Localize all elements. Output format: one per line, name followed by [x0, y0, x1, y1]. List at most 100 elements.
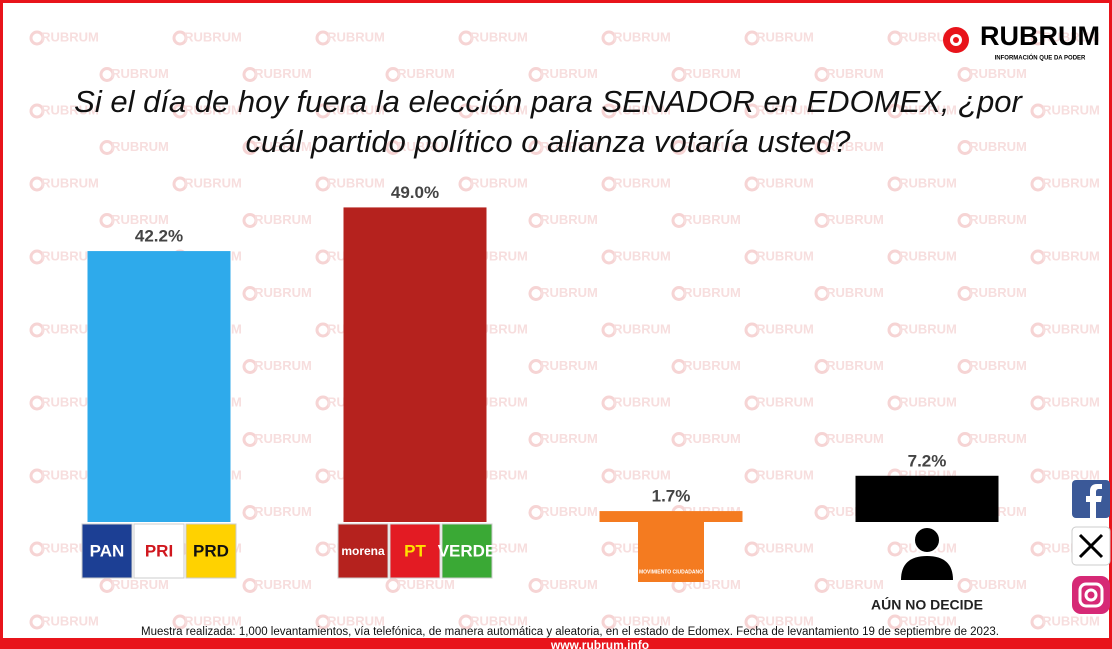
watermark-icon: [29, 395, 45, 411]
watermark: RUBRUM: [327, 29, 385, 44]
watermark-icon: [744, 103, 760, 119]
bar: [343, 207, 487, 523]
watermark: RUBRUM: [613, 321, 671, 336]
watermark-icon: [315, 395, 331, 411]
watermark-icon: [887, 249, 903, 265]
watermark: RUBRUM: [184, 102, 242, 117]
watermark-icon: [99, 140, 115, 155]
category-label: AÚN NO DECIDE: [871, 596, 983, 613]
footer-bar: [0, 638, 1112, 649]
watermark-icon: [957, 432, 973, 447]
watermark: RUBRUM: [41, 321, 99, 336]
watermark-icon: [744, 176, 760, 192]
watermark-icon: [528, 140, 544, 155]
watermark-icon: [671, 140, 687, 155]
watermark: RUBRUM: [327, 175, 385, 190]
watermark: RUBRUM: [41, 248, 99, 263]
watermark-icon: [172, 176, 188, 192]
watermark: RUBRUM: [111, 212, 169, 227]
undecided-head: [913, 526, 941, 554]
watermark: RUBRUM: [470, 175, 528, 190]
watermark: RUBRUM: [683, 212, 741, 227]
watermark-icon: [601, 614, 617, 630]
watermark-icon: [814, 140, 830, 155]
undecided-body: [901, 556, 953, 580]
watermark: RUBRUM: [683, 358, 741, 373]
watermark-icon: [814, 359, 830, 374]
watermark: RUBRUM: [327, 613, 385, 628]
watermark: RUBRUM: [470, 102, 528, 117]
logo-text: MOVIMIENTO CIUDADANO: [639, 569, 703, 575]
value-label: 49.0%: [391, 183, 439, 202]
watermark-icon: [601, 30, 617, 46]
watermark: RUBRUM: [756, 29, 814, 44]
watermark-icon: [385, 67, 401, 82]
watermark: RUBRUM: [1042, 321, 1100, 336]
logo-text: PRI: [145, 541, 173, 560]
watermark: RUBRUM: [1042, 613, 1100, 628]
watermark-icon: [528, 67, 544, 82]
watermark-icon: [744, 395, 760, 411]
watermark: RUBRUM: [756, 248, 814, 263]
watermark: RUBRUM: [254, 212, 312, 227]
logo-box: [337, 523, 389, 579]
watermark: RUBRUM: [41, 613, 99, 628]
watermark: RUBRUM: [1042, 102, 1100, 117]
watermark: RUBRUM: [254, 504, 312, 519]
watermark-icon: [29, 468, 45, 484]
watermark-icon: [458, 103, 474, 119]
watermark: RUBRUM: [540, 212, 598, 227]
watermark-icon: [172, 103, 188, 119]
watermark: RUBRUM: [327, 102, 385, 117]
watermark: RUBRUM: [540, 139, 598, 154]
watermark-icon: [99, 578, 115, 593]
value-label: 1.7%: [652, 487, 691, 506]
watermark-icon: [601, 468, 617, 484]
watermark: RUBRUM: [540, 504, 598, 519]
watermark: RUBRUM: [470, 613, 528, 628]
watermark: RUBRUM: [41, 394, 99, 409]
watermark-icon: [242, 432, 258, 447]
watermark-icon: [1030, 322, 1046, 338]
logo-box: [81, 523, 133, 579]
watermark: RUBRUM: [969, 431, 1027, 446]
watermark-icon: [744, 30, 760, 46]
watermark-icon: [957, 213, 973, 228]
facebook-glyph: [1086, 484, 1102, 518]
watermark: RUBRUM: [899, 175, 957, 190]
watermark: RUBRUM: [756, 613, 814, 628]
watermark: RUBRUM: [397, 577, 455, 592]
footnote: Muestra realizada: 1,000 levantamientos,…: [141, 626, 999, 638]
watermark: RUBRUM: [397, 139, 455, 154]
party-logos: PAN PRI PRD morena PT VERDE MOVIMIENTO CIUDADA…: [81, 520, 953, 582]
watermark: RUBRUM: [540, 66, 598, 81]
logo-box: [133, 523, 185, 579]
watermark-icon: [887, 614, 903, 630]
watermark: RUBRUM: [111, 66, 169, 81]
watermark-icon: [1030, 614, 1046, 630]
title-line: cuál partido político o alianza votaría …: [246, 124, 852, 159]
watermark-icon: [957, 67, 973, 82]
watermark: RUBRUM: [470, 29, 528, 44]
watermark: RUBRUM: [1042, 394, 1100, 409]
watermark-icon: [29, 176, 45, 192]
instagram-lens: [1084, 588, 1098, 602]
value-label: 7.2%: [908, 451, 947, 470]
watermark-icon: [242, 213, 258, 228]
watermark: RUBRUM: [41, 29, 99, 44]
watermark: RUBRUM: [41, 102, 99, 117]
watermark: RUBRUM: [41, 175, 99, 190]
watermark: RUBRUM: [254, 358, 312, 373]
watermark: RUBRUM: [540, 431, 598, 446]
watermark-icon: [528, 432, 544, 447]
website: www.rubrum.info: [550, 638, 649, 649]
watermark-icon: [1030, 103, 1046, 119]
social-icons: [1071, 480, 1111, 614]
watermark-icon: [601, 103, 617, 119]
bars: 42.2% 49.0% 1.7% 7.2% AÚN NO DECIDE: [87, 183, 999, 613]
watermark-icon: [29, 30, 45, 46]
watermark-icon: [99, 67, 115, 82]
watermark: RUBRUM: [397, 66, 455, 81]
instagram-icon[interactable]: [1072, 576, 1110, 614]
brand-icon-dot: [953, 37, 959, 43]
